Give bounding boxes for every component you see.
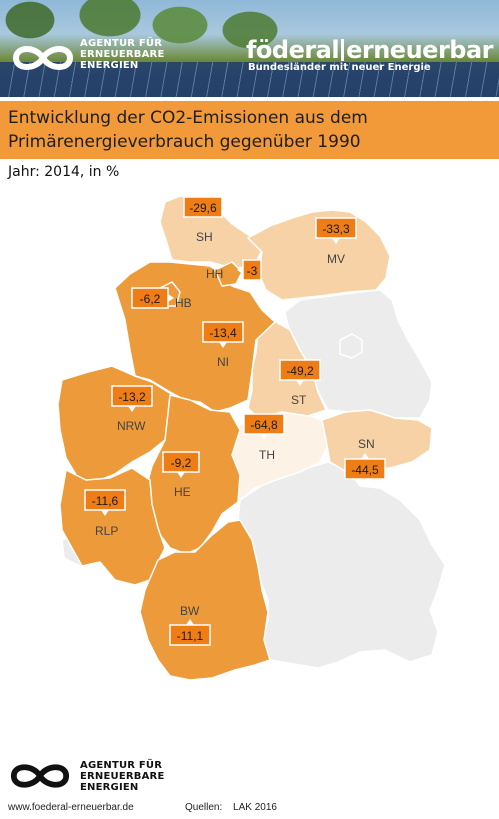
svg-text:-6,2: -6,2 [140,292,161,306]
value-label-nrw: -13,2 [111,385,153,412]
title-line-1: Entwicklung der CO2-Emissionen aus dem [8,108,368,128]
state-shape-be [339,333,363,359]
state-abbr-sh: SH [196,230,213,244]
footer-agentur-logo-text: AGENTUR FÜR ERNEUERBARE ENERGIEN [80,760,165,793]
value-label-hh: -3 [237,259,262,281]
svg-text:-44,5: -44,5 [351,463,379,477]
header-banner: AGENTUR FÜR ERNEUERBARE ENERGIEN föderal… [0,0,499,97]
svg-text:-33,3: -33,3 [322,222,350,236]
state-abbr-he: HE [174,485,191,499]
svg-text:-3: -3 [247,264,258,278]
svg-text:-13,4: -13,4 [209,326,237,340]
state-abbr-th: TH [259,448,275,462]
website-link[interactable]: www.foederal-erneuerbar.de [8,802,134,813]
agentur-logo-text: AGENTUR FÜR ERNEUERBARE ENERGIEN [80,38,165,71]
state-shape-by [237,461,446,669]
state-abbr-sn: SN [358,437,375,451]
value-label-th: -64,8 [243,413,285,440]
state-shape-hh [214,261,243,287]
state-abbr-hb: HB [175,296,192,310]
source-note: Quellen: LAK 2016 [185,802,277,813]
footer-infinity-logo-icon [8,760,72,792]
value-label-bw: -11,1 [169,619,211,646]
svg-text:-13,2: -13,2 [118,390,146,404]
state-abbr-mv: MV [327,252,345,266]
svg-text:-11,1: -11,1 [177,629,204,643]
foederal-erneuerbar-logo: föderal erneuerbar Bundesländer mit neuer… [245,36,494,73]
state-abbreviations: SH HH MV HB NI ST NRW TH SN HE RLP BW [95,230,375,618]
header-photo-solar-panels [0,62,499,97]
svg-text:-64,8: -64,8 [250,418,278,432]
value-label-he: -9,2 [162,451,200,478]
value-label-sn: -44,5 [344,453,386,480]
state-abbr-hh: HH [206,267,223,281]
svg-text:-9,2: -9,2 [171,456,192,470]
state-shape-sn [321,409,433,475]
source-label: Quellen: [185,802,223,813]
subtitle: Jahr: 2014, in % [8,164,120,180]
state-abbr-ni: NI [217,355,229,369]
header-photo-trees [0,0,499,60]
source-value: LAK 2016 [233,802,277,813]
value-label-rlp: -11,6 [84,489,126,516]
state-abbr-nrw: NRW [117,419,146,433]
value-label-ni: -13,4 [202,321,244,348]
germany-map: SH HH MV HB NI ST NRW TH SN HE RLP BW -2… [57,195,446,681]
value-label-sh: -29,6 [183,196,223,218]
state-abbr-bw: BW [180,604,200,618]
state-abbr-rlp: RLP [95,524,118,538]
title-line-2: Primärenergieverbrauch gegenüber 1990 [8,132,361,152]
infinity-logo-icon [10,42,76,74]
state-abbr-st: ST [291,393,307,407]
value-label-hb: -6,2 [131,287,174,309]
title-band: Entwicklung der CO2-Emissionen aus dem P… [0,101,499,159]
svg-text:-29,6: -29,6 [189,201,217,215]
svg-text:-11,6: -11,6 [92,494,119,508]
value-label-st: -49,2 [279,359,321,386]
value-label-mv: -33,3 [315,217,357,244]
svg-text:-49,2: -49,2 [286,364,314,378]
